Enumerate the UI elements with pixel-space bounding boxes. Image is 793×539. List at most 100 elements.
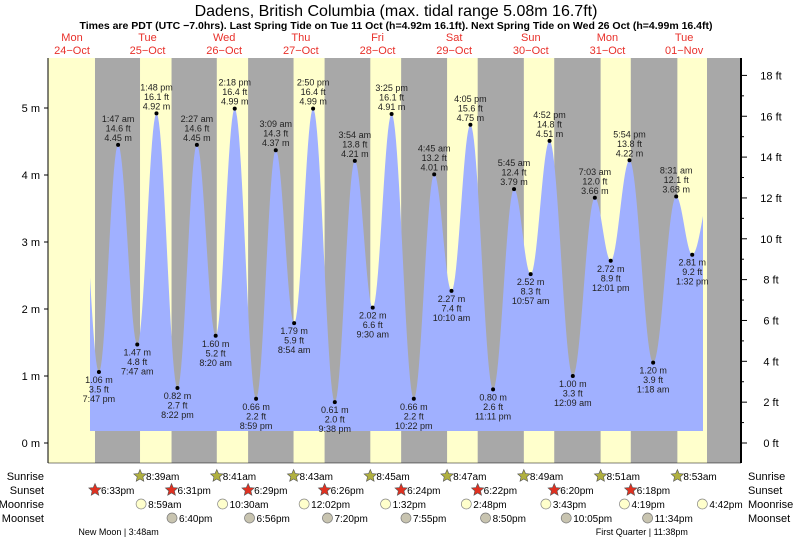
axes: 0 m 1 m 2 m 3 m 4 m 5 m 0 ft 2 ft 4 ft 6 ft 8 ft 10… <box>22 58 782 464</box>
tide-height-ft: 16.4 ft <box>222 87 248 97</box>
tide-time: 10:57 am <box>512 296 550 306</box>
tide-point <box>547 138 552 143</box>
moonset-icon <box>400 512 412 524</box>
sunset-icon <box>470 482 485 496</box>
moonrise-icon <box>135 498 147 510</box>
moonset-icon <box>480 512 491 524</box>
tide-point <box>254 396 259 401</box>
sunrise-icon <box>440 468 455 482</box>
tide-time: 1:48 pm <box>140 82 173 92</box>
day-date: 24−Oct <box>54 45 90 57</box>
tide-point <box>570 374 575 378</box>
tide-point <box>154 111 159 116</box>
sunrise-icon <box>209 468 224 482</box>
tide-time: 5:45 am <box>498 158 531 168</box>
low-tide-marker: 1.60 m5.2 ft8:20 am <box>199 333 232 368</box>
sunrise-icon <box>133 468 147 482</box>
sunrise-icon <box>593 468 608 482</box>
tide-time: 7:03 am <box>579 167 612 177</box>
moonrise-time: 12:02pm <box>311 500 350 511</box>
day-name: Wed <box>213 32 235 44</box>
sunset-time: 6:24pm <box>407 486 440 497</box>
tide-height-ft: 2.0 ft <box>325 415 346 425</box>
sunset-icon <box>164 482 179 496</box>
moonset-icon <box>642 512 653 524</box>
tide-height-m: 2.52 m <box>517 277 545 287</box>
moonset-time: 10:05pm <box>573 514 612 525</box>
tide-height-m: 1.60 m <box>202 339 230 349</box>
tide-height-ft: 3.5 ft <box>89 384 110 394</box>
tide-point <box>608 258 613 263</box>
day-date: 31−Oct <box>590 45 626 57</box>
chart-title: Dadens, British Columbia (max. tidal ran… <box>195 3 598 20</box>
moonrise-time: 8:59am <box>148 500 181 511</box>
day-date: 01−Nov <box>665 45 704 57</box>
sunrise-time: 8:45am <box>376 472 409 483</box>
tide-point <box>116 142 121 147</box>
tide-time: 12:09 am <box>554 398 592 408</box>
low-tide-marker: 1.20 m3.9 ft1:18 am <box>637 360 670 395</box>
tide-height-m: 1.79 m <box>280 326 308 336</box>
moonrise-icon <box>696 498 708 510</box>
tide-height-ft: 2.2 ft <box>246 411 267 421</box>
sunset-time: 6:20pm <box>560 486 593 497</box>
day-date: 29−Oct <box>436 45 472 57</box>
tide-height-m: 2.81 m <box>678 258 706 268</box>
sunrise-icon <box>286 468 301 482</box>
tide-time: 7:47 am <box>121 367 154 377</box>
tide-time: 8:20 am <box>199 358 232 368</box>
tide-height-ft: 9.2 ft <box>682 267 703 277</box>
tide-height-m: 4.45 m <box>183 133 211 143</box>
tide-time: 2:18 pm <box>218 78 251 88</box>
tide-point <box>592 195 597 200</box>
sunset-row-label-left: Sunset <box>10 485 44 497</box>
day-date: 30−Oct <box>513 45 549 57</box>
tide-height-ft: 7.4 ft <box>441 303 462 313</box>
right-tick-label: 6 ft <box>763 315 778 327</box>
day-date: 26−Oct <box>206 45 242 57</box>
sunrise-time: 8:47am <box>453 472 486 483</box>
sunset-time: 6:18pm <box>637 486 670 497</box>
daylight-band <box>48 58 95 463</box>
moonrise-time: 1:32pm <box>393 500 426 511</box>
left-tick-label: 3 m <box>22 237 40 249</box>
tide-point <box>213 333 218 338</box>
moonset-time: 6:40pm <box>179 514 212 525</box>
tide-point <box>273 148 278 153</box>
tide-height-ft: 2.7 ft <box>167 401 188 411</box>
low-tide-marker: 2.02 m6.6 ft9:30 am <box>356 305 389 340</box>
moon-phase-label: First Quarter | 11:38pm <box>596 527 688 537</box>
tide-height-ft: 12.4 ft <box>502 168 528 178</box>
day-name: Sun <box>521 32 541 44</box>
moonrise-row-label-right: Moonrise <box>748 499 793 511</box>
sunrise-time: 8:51am <box>607 472 640 483</box>
tide-height-m: 1.47 m <box>124 348 152 358</box>
day-name: Tue <box>675 32 694 44</box>
tide-point <box>512 187 517 192</box>
low-tide-marker: 1.47 m4.8 ft7:47 am <box>121 342 154 377</box>
tide-time: 11:11 pm <box>475 411 511 421</box>
sunset-time: 6:29pm <box>254 486 287 497</box>
tide-height-m: 1.00 m <box>559 379 587 389</box>
tide-time: 8:54 am <box>278 345 311 355</box>
low-tide-marker: 2.81 m9.2 ft1:32 pm <box>676 252 708 287</box>
tide-point <box>232 106 237 111</box>
moonrise-time: 3:43pm <box>553 500 586 511</box>
sunrise-time: 8:41am <box>223 472 256 483</box>
tide-time: 4:45 am <box>418 143 451 153</box>
tide-point <box>432 172 437 177</box>
tide-time: 1:18 am <box>637 385 670 395</box>
sunset-icon <box>241 482 256 496</box>
tide-point <box>491 387 496 392</box>
chart-subtitle: Times are PDT (UTC −7.0hrs). Last Spring… <box>80 20 713 32</box>
day-date: 27−Oct <box>283 45 319 57</box>
tide-height-m: 4.22 m <box>616 148 644 158</box>
sunrise-icon <box>516 468 531 482</box>
